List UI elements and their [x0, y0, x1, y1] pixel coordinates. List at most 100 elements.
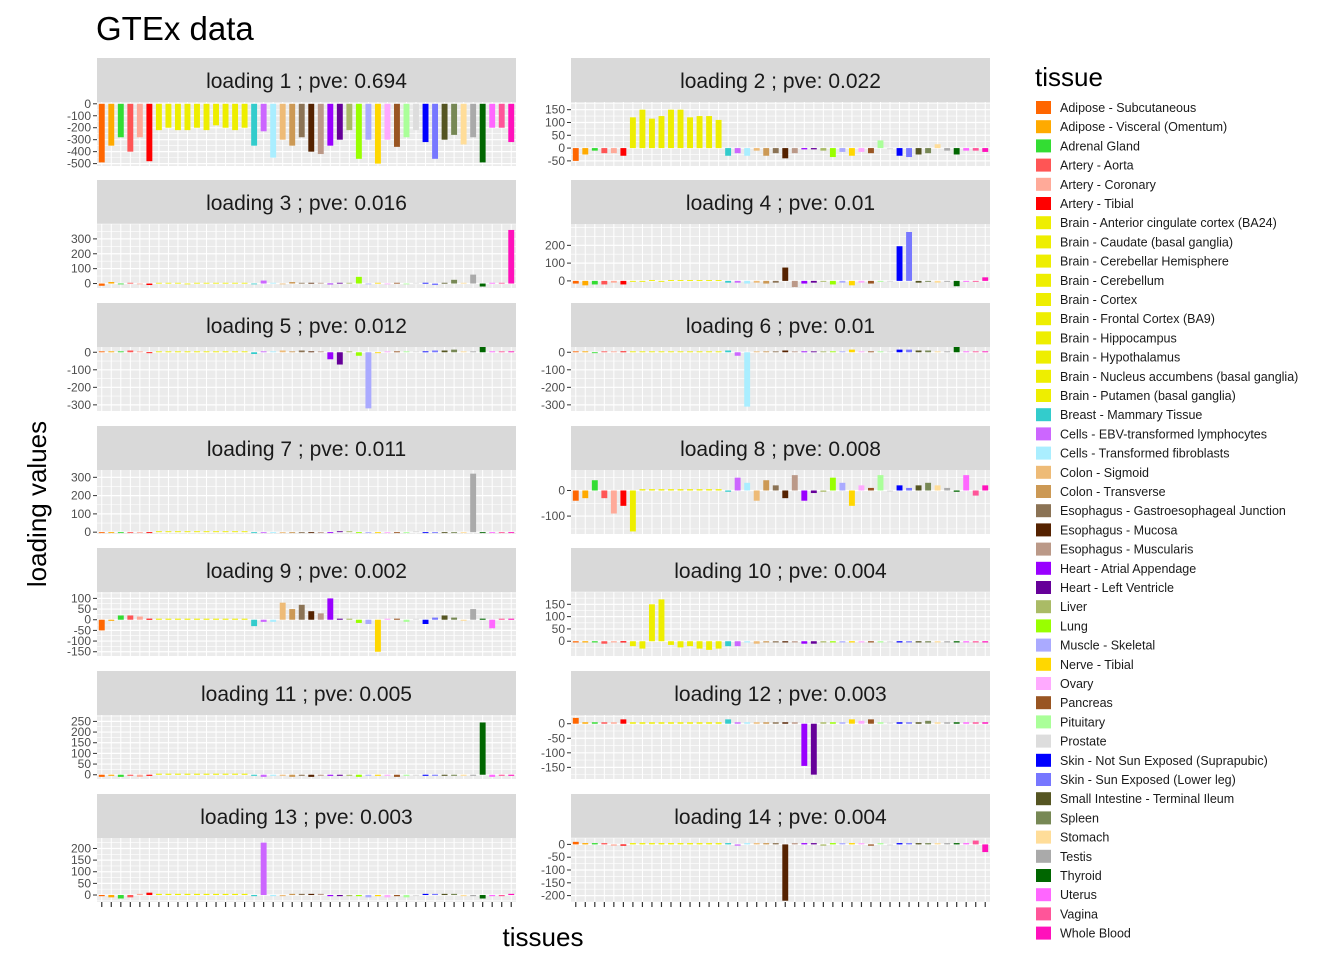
facet-strip [571, 794, 990, 838]
legend-swatch [1036, 715, 1051, 729]
bar [620, 490, 627, 506]
bar [451, 617, 458, 620]
bar [877, 140, 884, 149]
bar [772, 641, 779, 643]
bar [451, 279, 458, 284]
legend: Adipose - Subcutaneous Adipose - Visceral… [1036, 101, 1298, 941]
bar [336, 531, 343, 533]
bar [734, 844, 741, 846]
bar [953, 280, 960, 287]
bar [251, 103, 258, 146]
bar [127, 774, 134, 776]
bar [422, 282, 429, 284]
bar [498, 618, 505, 620]
bar [801, 723, 808, 766]
legend-swatch [1036, 177, 1051, 191]
bar [877, 722, 884, 724]
bar [108, 103, 115, 146]
bar [868, 641, 874, 643]
bar [308, 611, 315, 620]
bar [763, 722, 770, 724]
legend-item: Brain - Putamen (basal ganglia) [1036, 389, 1236, 403]
bar [422, 103, 429, 143]
bar [489, 774, 496, 777]
bar [270, 532, 277, 534]
legend-item: Cells - Transformed fibroblasts [1036, 446, 1230, 461]
bar [725, 148, 732, 156]
bar [241, 531, 248, 533]
bar [174, 893, 181, 896]
legend-item: Brain - Cortex [1036, 293, 1138, 307]
bar [982, 148, 989, 152]
bar [422, 893, 429, 896]
bar [413, 618, 419, 620]
bar [744, 280, 751, 284]
bar [451, 103, 458, 135]
bar [184, 773, 191, 775]
legend-swatch [1036, 734, 1051, 748]
y-tick-label: 200 [71, 725, 91, 739]
facet-strip [571, 426, 990, 470]
bar [687, 117, 693, 149]
bar [572, 641, 579, 643]
bar [906, 843, 913, 845]
legend-swatch [1036, 408, 1051, 422]
bar [146, 283, 153, 286]
legend-label: Prostate [1060, 735, 1107, 749]
bar [591, 280, 598, 285]
bar [944, 487, 951, 491]
facet-strip-label: loading 11 ; pve: 0.005 [201, 683, 412, 706]
legend-item: Artery - Coronary [1036, 177, 1157, 192]
bar [953, 490, 960, 492]
bar [165, 351, 172, 353]
bar [582, 843, 589, 845]
bar [165, 103, 172, 128]
bar [877, 280, 884, 282]
bar [858, 720, 865, 724]
bar [953, 641, 960, 643]
bar [715, 280, 722, 281]
bar [394, 895, 400, 897]
bar [146, 892, 153, 896]
y-tick-label: 100 [71, 746, 91, 760]
bar [327, 532, 334, 534]
legend-label: Cells - Transformed fibroblasts [1060, 447, 1230, 461]
bar [810, 723, 817, 775]
bar [508, 351, 515, 353]
bar [136, 283, 143, 285]
bar [772, 485, 779, 491]
facet-strip-label: loading 2 ; pve: 0.022 [680, 70, 881, 93]
legend-label: Spleen [1060, 811, 1099, 825]
bar [715, 722, 722, 724]
legend-item: Muscle - Skeletal [1036, 638, 1155, 653]
bar [279, 602, 286, 620]
bar [403, 103, 410, 138]
bar [232, 773, 239, 775]
bar [725, 280, 732, 283]
y-tick-label: 0 [558, 483, 565, 497]
bar [982, 351, 989, 353]
bar [782, 641, 789, 643]
bar [963, 722, 970, 724]
bar [241, 618, 248, 620]
bar [213, 531, 219, 533]
facet-strip [97, 180, 516, 224]
y-tick-label: 150 [71, 853, 91, 867]
bar [432, 893, 439, 896]
bar [155, 618, 162, 620]
y-tick-label: -150 [541, 876, 565, 890]
bar [384, 103, 391, 140]
bar [839, 641, 846, 643]
bar [868, 148, 874, 154]
bar [696, 116, 703, 149]
legend-swatch [1036, 523, 1051, 537]
bar [346, 282, 353, 284]
bar [687, 641, 693, 647]
bar [479, 347, 486, 353]
bar [270, 351, 277, 353]
y-tick-label: 100 [545, 256, 565, 270]
bar [451, 349, 458, 353]
bar [489, 282, 496, 284]
bar [658, 351, 665, 353]
y-tick-label: 300 [71, 232, 91, 246]
